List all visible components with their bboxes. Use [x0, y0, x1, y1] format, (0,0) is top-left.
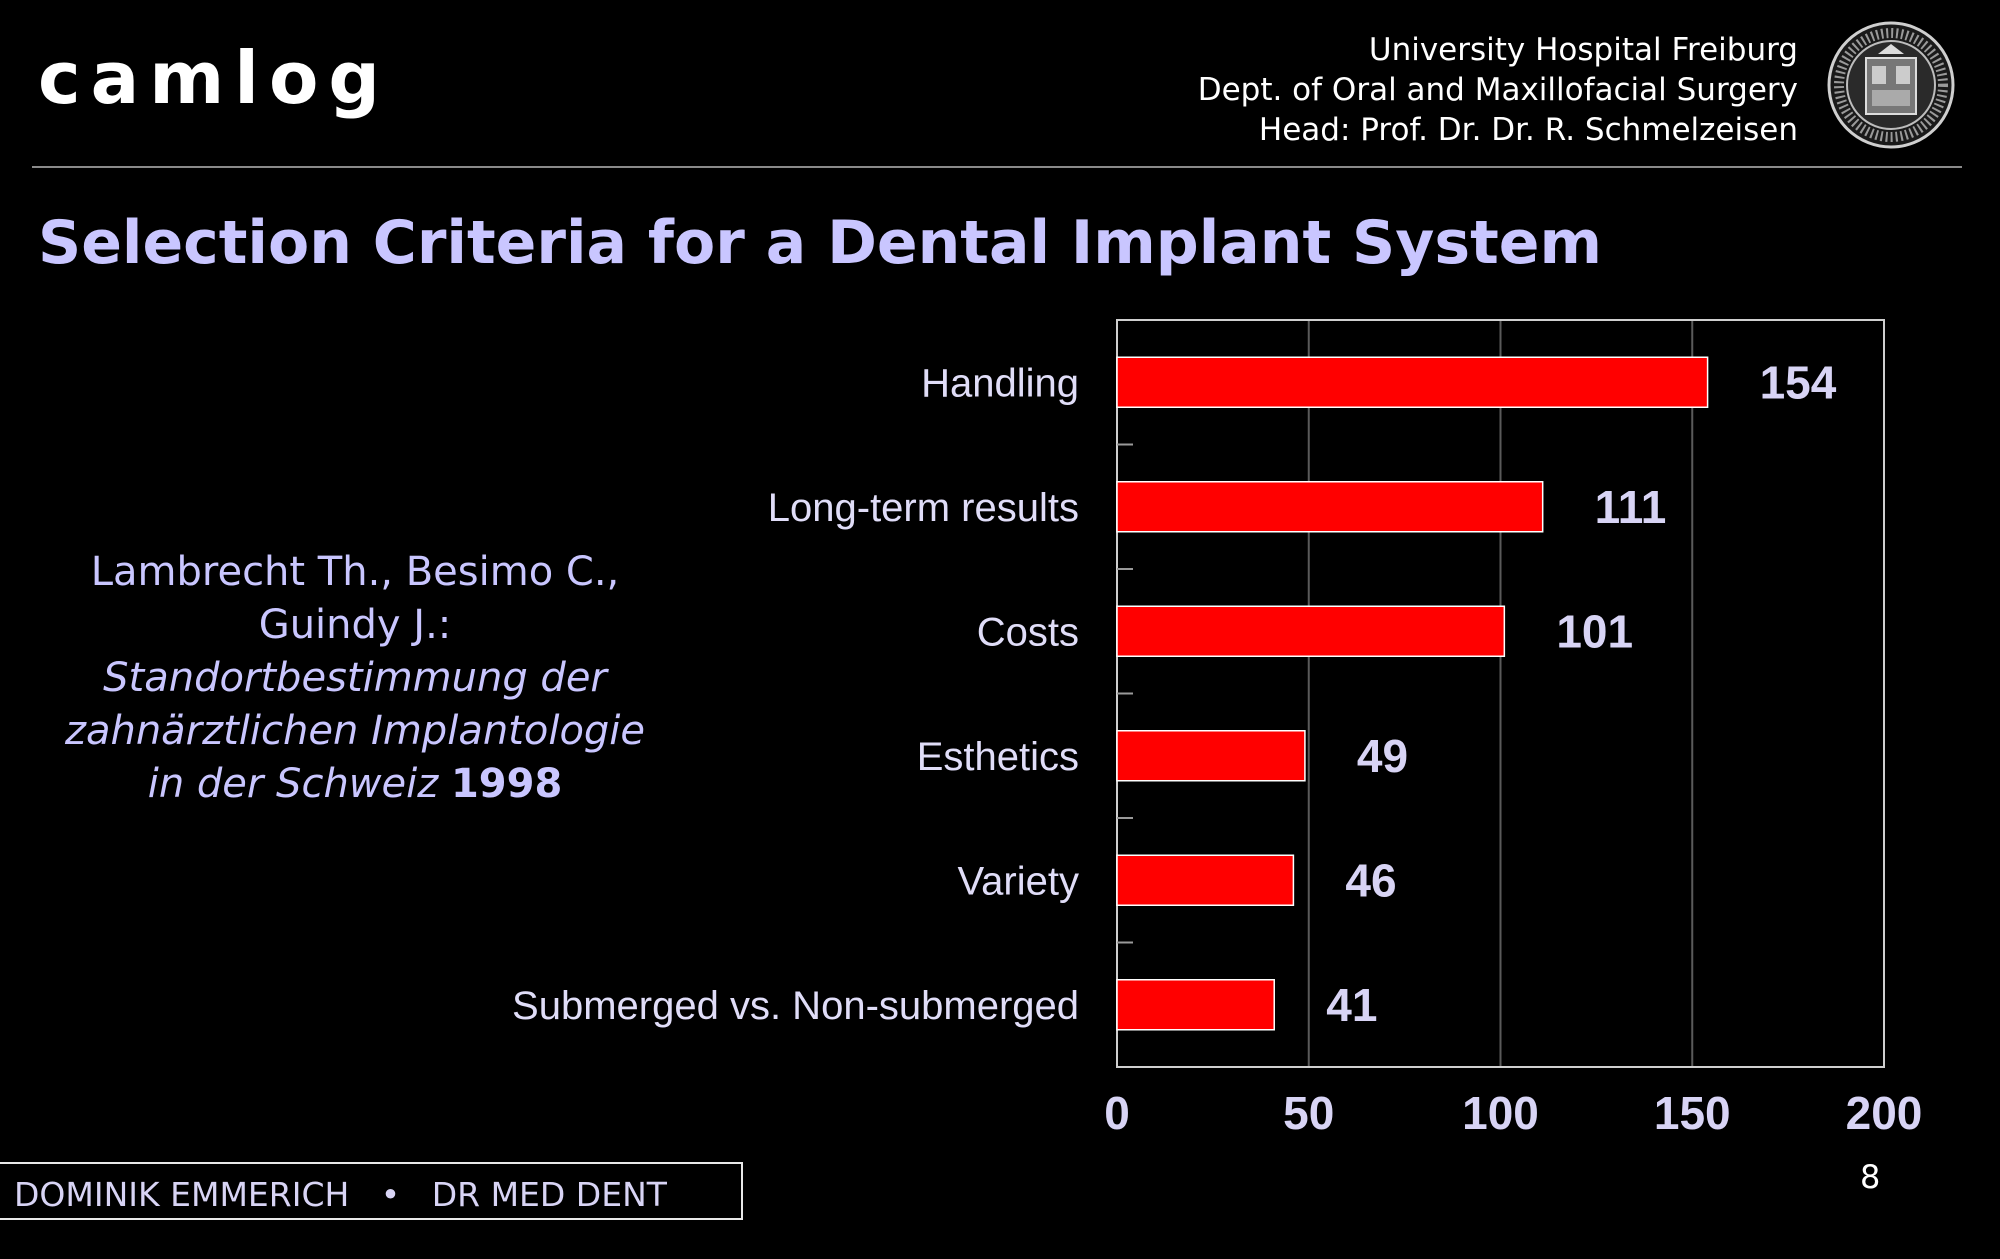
- value-label-5: 41: [1326, 979, 1377, 1031]
- bar-2: [1116, 605, 1506, 657]
- x-axis-tick-labels: 0 50 100 150 200: [1104, 1087, 1922, 1139]
- header-divider: [32, 166, 1962, 168]
- citation-title-line-1: Standortbestimmung der: [103, 655, 607, 701]
- category-labels: Handling Long-term results Costs Esthetics V…: [512, 361, 1079, 1028]
- bar-0: [1116, 356, 1709, 408]
- citation-authors-line-1: Lambrecht Th., Besimo C.,: [90, 549, 620, 595]
- citation-block: Lambrecht Th., Besimo C., Guindy J.: Sta…: [30, 546, 680, 811]
- citation-title-line-3: in der Schweiz: [147, 761, 439, 807]
- footer-author-box: DOMINIK EMMERICH • DR MED DENT: [0, 1162, 743, 1220]
- slide-title: Selection Criteria for a Dental Implant …: [38, 208, 1602, 278]
- bar-4: [1116, 854, 1295, 906]
- institution-line-department: Dept. of Oral and Maxillofacial Surgery: [1197, 72, 1798, 108]
- x-tick-label-200: 200: [1846, 1087, 1923, 1139]
- category-label-4: Variety: [957, 859, 1079, 903]
- category-ticks: [1117, 443, 1133, 944]
- category-label-1: Long-term results: [768, 486, 1079, 530]
- footer-separator: •: [380, 1175, 401, 1214]
- chart-bars: [1116, 356, 1709, 1031]
- value-label-1: 111: [1595, 481, 1667, 533]
- category-label-2: Costs: [977, 610, 1079, 654]
- bar-1: [1116, 481, 1544, 533]
- footer-degree: DR MED DENT: [431, 1175, 667, 1214]
- x-tick-label-100: 100: [1462, 1087, 1539, 1139]
- institution-block: University Hospital Freiburg Dept. of Or…: [1198, 30, 1798, 150]
- x-tick-label-50: 50: [1283, 1087, 1334, 1139]
- x-tick-label-0: 0: [1104, 1087, 1130, 1139]
- x-tick-label-150: 150: [1654, 1087, 1731, 1139]
- category-label-0: Handling: [921, 361, 1079, 405]
- citation-authors-line-2: Guindy J.:: [258, 602, 452, 648]
- category-label-3: Esthetics: [917, 735, 1079, 779]
- footer-author-text: DOMINIK EMMERICH • DR MED DENT: [14, 1175, 667, 1214]
- institution-line-hospital: University Hospital Freiburg: [1368, 32, 1798, 68]
- chart-value-labels: 154 111 101 49 46 41: [1326, 356, 1837, 1031]
- footer-author-name: DOMINIK EMMERICH: [14, 1175, 350, 1214]
- category-label-5: Submerged vs. Non-submerged: [512, 984, 1079, 1028]
- institution-line-head: Head: Prof. Dr. Dr. R. Schmelzeisen: [1258, 112, 1798, 148]
- value-label-4: 46: [1345, 854, 1396, 906]
- bar-3: [1116, 730, 1306, 782]
- chart-gridlines: [1307, 320, 1694, 1067]
- value-label-3: 49: [1357, 730, 1408, 782]
- value-label-2: 101: [1556, 605, 1633, 657]
- university-seal-icon: [1827, 21, 1955, 149]
- citation-title-line-3-with-year: in der Schweiz 1998: [30, 758, 680, 811]
- page-number: 8: [1860, 1158, 1881, 1196]
- citation-title-line-2: zahnärztlichen Implantologie: [64, 708, 646, 754]
- value-label-0: 154: [1760, 356, 1837, 408]
- camlog-logo: camlog: [38, 36, 390, 120]
- citation-year: 1998: [450, 761, 563, 807]
- bar-5: [1116, 979, 1275, 1031]
